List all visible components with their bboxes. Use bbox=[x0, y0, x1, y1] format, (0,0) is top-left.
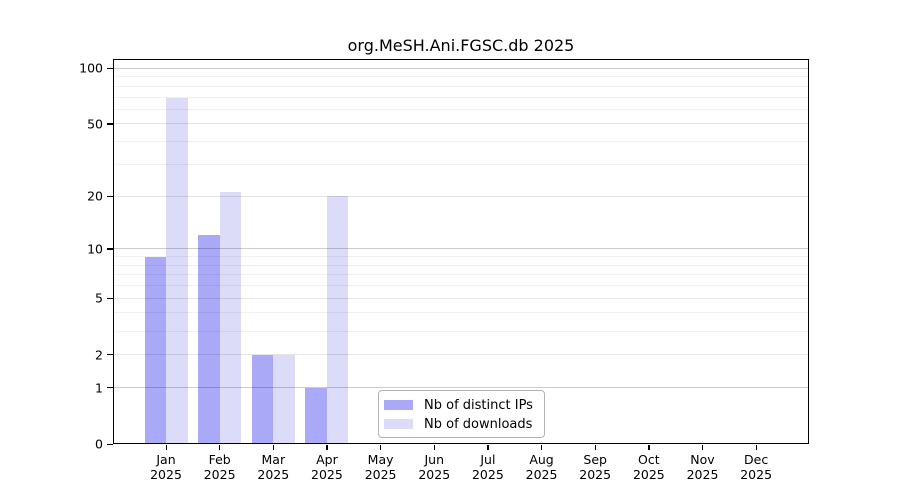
gridline-y-7 bbox=[113, 274, 809, 276]
bar-downloads-apr bbox=[326, 196, 349, 444]
gridline-y-4 bbox=[113, 312, 809, 314]
bar-distinct-ips-feb bbox=[198, 235, 220, 444]
gridline-y-2 bbox=[113, 354, 809, 356]
bar-distinct-ips-apr bbox=[305, 387, 327, 444]
y-tick-0 bbox=[107, 443, 113, 445]
gridlines-layer bbox=[113, 59, 809, 444]
x-tick-label-apr: Apr 2025 bbox=[311, 452, 343, 482]
y-tick-1 bbox=[107, 387, 113, 389]
x-tick-label-sep: Sep 2025 bbox=[579, 452, 612, 482]
gridline-y-6 bbox=[113, 285, 809, 287]
x-tick-apr bbox=[326, 444, 328, 450]
gridline-y-40 bbox=[113, 141, 809, 143]
gridline-y-90 bbox=[113, 76, 809, 78]
y-tick-label-1: 1 bbox=[95, 380, 103, 396]
y-tick-100 bbox=[107, 67, 113, 70]
y-tick-label-50: 50 bbox=[87, 116, 103, 132]
legend-item-downloads: Nb of downloads bbox=[384, 415, 540, 433]
x-tick-label-jun: Jun 2025 bbox=[418, 452, 451, 482]
gridline-y-30 bbox=[113, 163, 809, 165]
y-tick-label-0: 0 bbox=[95, 436, 103, 452]
legend-swatch-downloads bbox=[384, 419, 413, 429]
bar-downloads-feb bbox=[219, 192, 242, 444]
gridline-y-100 bbox=[113, 67, 809, 69]
y-tick-20 bbox=[107, 195, 113, 197]
bars-layer bbox=[113, 59, 809, 444]
bar-downloads-mar bbox=[273, 354, 295, 444]
y-tick-label-5: 5 bbox=[95, 290, 103, 306]
x-tick-nov bbox=[702, 444, 704, 450]
gridline-y-60 bbox=[113, 108, 809, 110]
y-tick-label-2: 2 bbox=[95, 347, 103, 363]
gridline-y-1 bbox=[113, 387, 809, 389]
x-tick-oct bbox=[648, 444, 650, 450]
x-tick-jan bbox=[165, 444, 167, 450]
bar-distinct-ips-jan bbox=[144, 256, 166, 444]
plot-area bbox=[113, 59, 809, 444]
y-tick-label-10: 10 bbox=[87, 241, 103, 257]
gridline-y-3 bbox=[113, 330, 809, 332]
x-tick-label-oct: Oct 2025 bbox=[632, 452, 665, 482]
x-tick-label-aug: Aug 2025 bbox=[525, 452, 558, 482]
x-tick-label-mar: Mar 2025 bbox=[257, 452, 290, 482]
y-tick-label-20: 20 bbox=[87, 188, 103, 204]
x-tick-label-feb: Feb 2025 bbox=[203, 452, 236, 482]
x-tick-sep bbox=[594, 444, 596, 450]
x-tick-dec bbox=[755, 444, 757, 450]
legend-item-distinct-ips: Nb of distinct IPs bbox=[384, 396, 540, 414]
y-tick-5 bbox=[107, 297, 113, 299]
bar-downloads-jan bbox=[166, 98, 188, 444]
bar-distinct-ips-mar bbox=[251, 354, 274, 444]
x-tick-jun bbox=[433, 444, 436, 450]
x-tick-may bbox=[380, 444, 382, 450]
legend-swatch-distinct-ips bbox=[384, 400, 413, 410]
gridline-y-5 bbox=[113, 297, 809, 299]
x-tick-jul bbox=[487, 444, 489, 450]
chart-title: org.MeSH.Ani.FGSC.db 2025 bbox=[347, 36, 575, 55]
y-tick-50 bbox=[107, 123, 113, 125]
gridline-y-20 bbox=[113, 195, 809, 197]
x-tick-label-may: May 2025 bbox=[364, 452, 397, 482]
gridline-y-70 bbox=[113, 96, 809, 98]
legend-label-distinct-ips: Nb of distinct IPs bbox=[424, 397, 533, 413]
gridline-y-50 bbox=[113, 123, 809, 125]
y-tick-10 bbox=[107, 248, 113, 250]
x-tick-label-jul: Jul 2025 bbox=[471, 452, 504, 482]
gridline-y-8 bbox=[113, 264, 809, 266]
x-tick-feb bbox=[219, 444, 221, 450]
x-tick-label-nov: Nov 2025 bbox=[686, 452, 719, 482]
gridline-y-9 bbox=[113, 256, 809, 258]
x-tick-mar bbox=[272, 444, 275, 450]
legend-label-downloads: Nb of downloads bbox=[424, 416, 533, 432]
x-tick-label-jan: Jan 2025 bbox=[150, 452, 182, 482]
x-tick-label-dec: Dec 2025 bbox=[740, 452, 773, 482]
legend: Nb of distinct IPs Nb of downloads bbox=[378, 390, 545, 438]
gridline-y-80 bbox=[113, 85, 809, 87]
gridline-y-10 bbox=[113, 248, 809, 250]
y-tick-label-100: 100 bbox=[79, 60, 103, 76]
y-tick-2 bbox=[107, 354, 113, 356]
x-tick-aug bbox=[541, 444, 543, 450]
